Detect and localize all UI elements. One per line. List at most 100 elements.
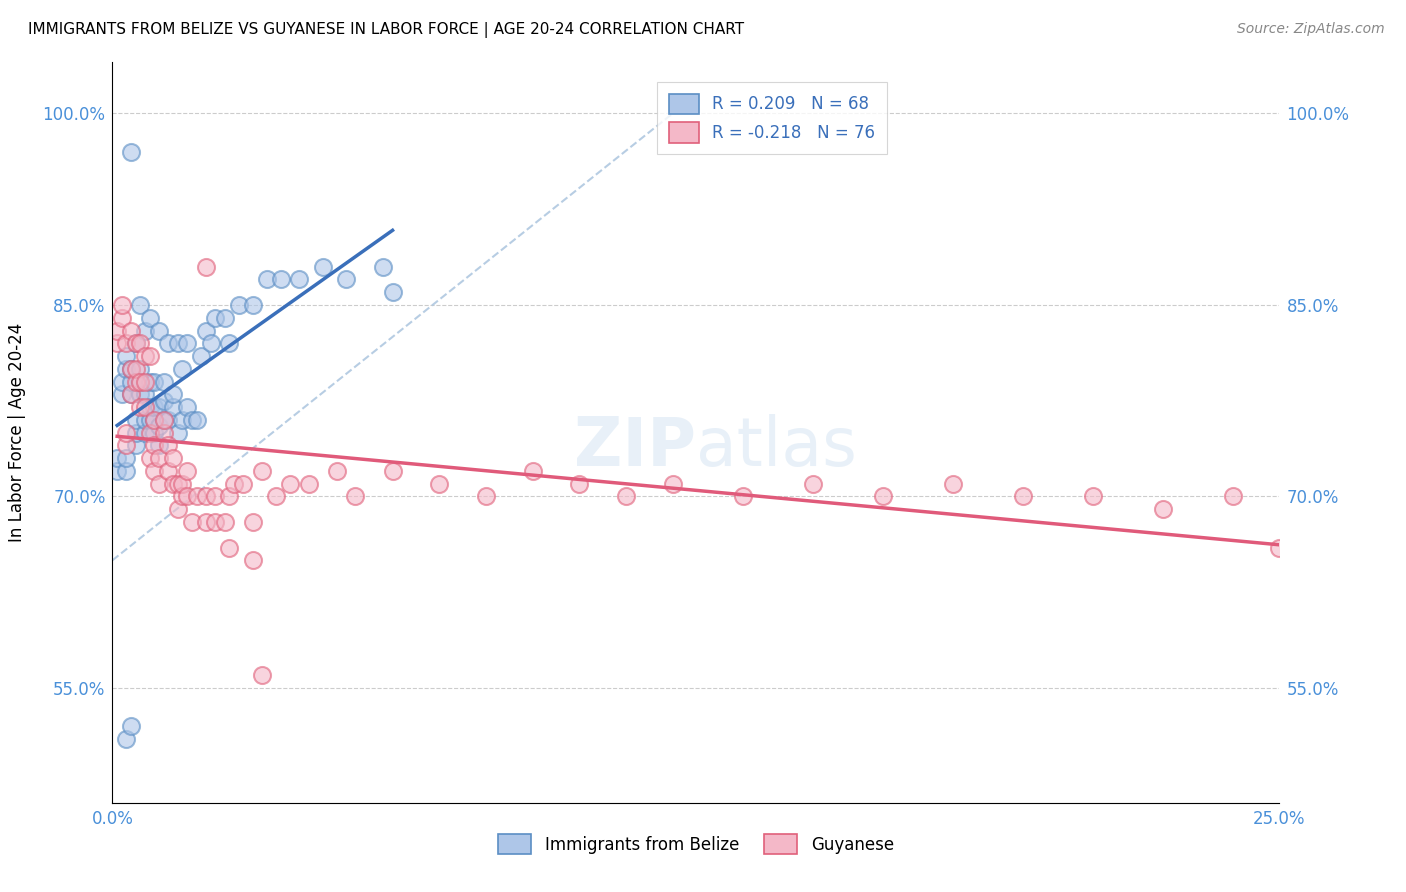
Point <box>288 272 311 286</box>
Point <box>148 324 170 338</box>
Point <box>153 413 176 427</box>
Point <box>172 361 194 376</box>
Point <box>166 425 188 440</box>
Point <box>270 272 292 286</box>
Point <box>134 324 156 338</box>
Point <box>157 336 180 351</box>
Point <box>111 298 134 312</box>
Point <box>204 490 226 504</box>
Point <box>200 336 222 351</box>
Point <box>242 515 264 529</box>
Point <box>129 298 152 312</box>
Point <box>166 336 188 351</box>
Point <box>129 400 152 414</box>
Point <box>256 272 278 286</box>
Point <box>143 413 166 427</box>
Point <box>115 731 138 746</box>
Point <box>194 324 217 338</box>
Point <box>111 310 134 325</box>
Point <box>139 400 162 414</box>
Point <box>129 361 152 376</box>
Point <box>162 400 184 414</box>
Point <box>176 336 198 351</box>
Point <box>148 438 170 452</box>
Point <box>115 349 138 363</box>
Point <box>218 490 240 504</box>
Point <box>120 324 142 338</box>
Point <box>278 476 301 491</box>
Point <box>1081 490 1104 504</box>
Point <box>125 336 148 351</box>
Point <box>172 490 194 504</box>
Point <box>139 425 162 440</box>
Point <box>105 451 128 466</box>
Point <box>522 464 544 478</box>
Point <box>129 375 152 389</box>
Point <box>242 553 264 567</box>
Point <box>176 464 198 478</box>
Point <box>186 490 208 504</box>
Point <box>232 476 254 491</box>
Point <box>214 310 236 325</box>
Point <box>148 451 170 466</box>
Point <box>111 375 134 389</box>
Point <box>194 515 217 529</box>
Text: IMMIGRANTS FROM BELIZE VS GUYANESE IN LABOR FORCE | AGE 20-24 CORRELATION CHART: IMMIGRANTS FROM BELIZE VS GUYANESE IN LA… <box>28 22 744 38</box>
Point <box>176 400 198 414</box>
Point <box>204 310 226 325</box>
Point <box>139 349 162 363</box>
Point <box>194 490 217 504</box>
Point <box>475 490 498 504</box>
Point <box>139 310 162 325</box>
Point <box>120 375 142 389</box>
Point <box>148 419 170 434</box>
Point <box>162 476 184 491</box>
Point <box>125 336 148 351</box>
Point <box>218 541 240 555</box>
Point <box>157 413 180 427</box>
Point <box>105 336 128 351</box>
Point <box>120 387 142 401</box>
Point <box>172 413 194 427</box>
Point <box>250 668 273 682</box>
Point <box>143 400 166 414</box>
Point <box>125 438 148 452</box>
Point <box>153 375 176 389</box>
Point <box>166 502 188 516</box>
Point <box>1268 541 1291 555</box>
Point <box>186 413 208 427</box>
Point <box>242 298 264 312</box>
Point <box>115 438 138 452</box>
Point <box>335 272 357 286</box>
Point <box>143 425 166 440</box>
Point <box>105 464 128 478</box>
Point <box>134 349 156 363</box>
Point <box>801 476 824 491</box>
Point <box>115 361 138 376</box>
Point <box>218 336 240 351</box>
Point <box>661 476 683 491</box>
Point <box>139 375 162 389</box>
Point <box>120 361 142 376</box>
Point <box>427 476 450 491</box>
Point <box>120 719 142 733</box>
Point <box>120 361 142 376</box>
Point <box>162 451 184 466</box>
Point <box>129 336 152 351</box>
Point <box>134 425 156 440</box>
Point <box>134 375 156 389</box>
Point <box>153 413 176 427</box>
Point <box>222 476 245 491</box>
Point <box>1222 490 1244 504</box>
Point <box>250 464 273 478</box>
Point <box>172 476 194 491</box>
Point <box>134 413 156 427</box>
Point <box>115 451 138 466</box>
Point <box>105 324 128 338</box>
Point <box>125 361 148 376</box>
Point <box>297 476 319 491</box>
Point <box>731 490 754 504</box>
Point <box>204 515 226 529</box>
Point <box>139 413 162 427</box>
Point <box>125 425 148 440</box>
